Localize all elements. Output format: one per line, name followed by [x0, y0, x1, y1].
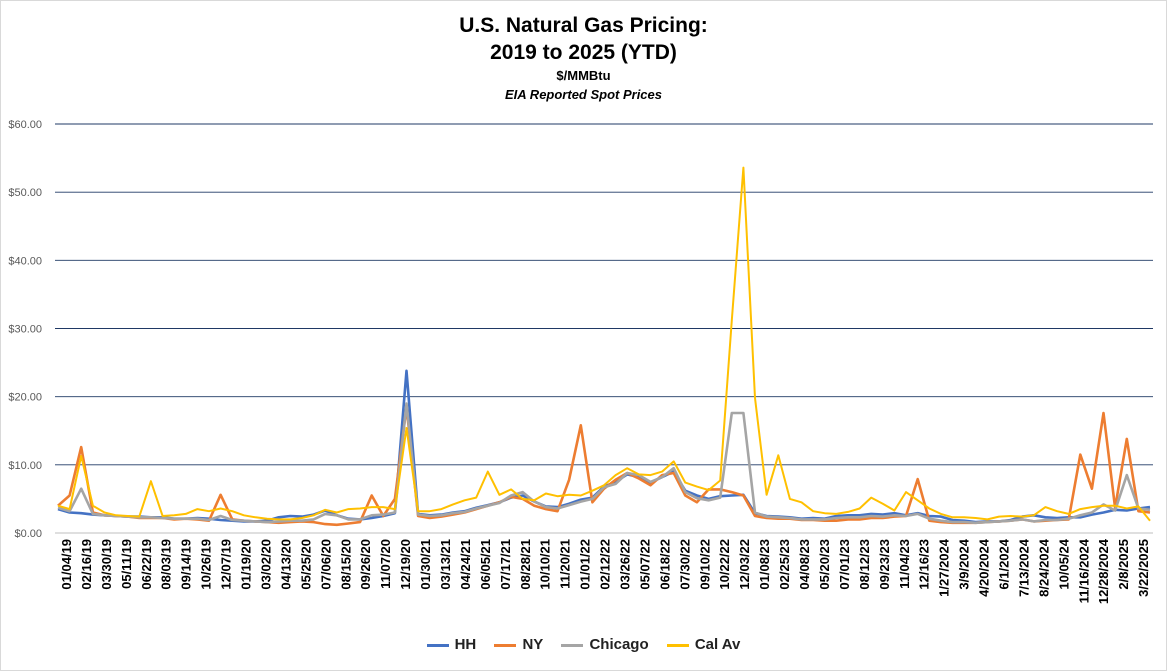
x-tick-label: 03/13/21	[438, 539, 453, 590]
y-tick-label: $30.00	[8, 324, 42, 336]
x-tick-label: 02/25/23	[777, 539, 792, 590]
legend-label-cal-av: Cal Av	[694, 636, 741, 653]
legend-item-cal-av: Cal Av	[666, 636, 741, 653]
x-tick-label: 08/03/19	[159, 539, 174, 590]
x-tick-label: 09/26/20	[358, 539, 373, 590]
x-tick-label: 10/26/19	[199, 539, 214, 590]
x-tick-label: 05/25/20	[298, 539, 313, 590]
x-tick-label: 04/13/20	[278, 539, 293, 590]
series-line-chicago	[57, 402, 1151, 525]
x-tick-label: 09/23/23	[877, 539, 892, 590]
legend-label-ny: NY	[522, 636, 544, 653]
x-tick-label: 07/06/20	[318, 539, 333, 590]
x-tick-label: 07/30/22	[677, 539, 692, 590]
y-tick-label: $0.00	[14, 528, 42, 540]
x-tick-label: 12/28/2024	[1096, 538, 1111, 604]
x-tick-label: 07/01/23	[837, 539, 852, 590]
legend-swatch-chicago	[561, 643, 584, 647]
chart-legend: HH NY Chicago Cal Av	[0, 636, 1167, 653]
x-tick-label: 01/19/20	[239, 539, 254, 590]
legend-item-chicago: Chicago	[561, 636, 649, 653]
x-tick-label: 03/02/20	[258, 539, 273, 590]
x-tick-label: 8/24/2024	[1036, 538, 1051, 597]
x-tick-label: 06/22/19	[139, 539, 154, 590]
x-tick-label: 10/05/24	[1056, 538, 1071, 589]
x-tick-label: 3/22/2025	[1136, 539, 1151, 597]
legend-swatch-hh	[426, 643, 449, 647]
x-tick-label: 01/01/22	[578, 539, 593, 590]
legend-swatch-cal-av	[666, 643, 689, 647]
x-tick-label: 06/18/22	[657, 539, 672, 590]
x-tick-label: 09/14/19	[179, 539, 194, 590]
legend-item-hh: HH	[426, 636, 477, 653]
x-tick-label: 01/30/21	[418, 539, 433, 590]
x-tick-label: 04/24/21	[458, 539, 473, 590]
legend-label-chicago: Chicago	[589, 636, 649, 653]
legend-label-hh: HH	[454, 636, 477, 653]
legend-swatch-ny	[494, 643, 517, 647]
x-tick-label: 03/26/22	[618, 539, 633, 590]
y-tick-label: $60.00	[8, 119, 42, 131]
x-tick-label: 05/07/22	[637, 539, 652, 590]
x-tick-label: 2/8/2025	[1116, 539, 1131, 590]
y-tick-label: $10.00	[8, 460, 42, 472]
series-line-ny	[57, 405, 1151, 527]
series-line-cal-av	[57, 166, 1151, 522]
x-tick-label: 3/9/2024	[957, 538, 972, 589]
x-tick-label: 08/15/20	[338, 539, 353, 590]
x-tick-label: 7/13/2024	[1016, 538, 1031, 597]
x-tick-label: 4/20/2024	[977, 538, 992, 597]
chart-units: $/MMBtu	[556, 68, 611, 83]
x-tick-label: 01/08/23	[757, 539, 772, 590]
x-tick-label: 12/16/23	[917, 539, 932, 590]
x-tick-label: 07/17/21	[498, 539, 513, 590]
legend-item-ny: NY	[494, 636, 543, 653]
chart-title: U.S. Natural Gas Pricing:	[459, 14, 708, 37]
y-tick-label: $40.00	[8, 255, 42, 267]
x-tick-label: 03/30/19	[99, 539, 114, 590]
x-tick-label: 08/28/21	[518, 539, 533, 590]
x-tick-label: 12/03/22	[737, 539, 752, 590]
x-tick-label: 10/22/22	[717, 539, 732, 590]
x-tick-label: 11/04/23	[897, 539, 912, 589]
y-tick-label: $20.00	[8, 392, 42, 404]
x-tick-label: 08/12/23	[857, 539, 872, 590]
x-tick-label: 02/12/22	[598, 539, 613, 590]
chart-titles: U.S. Natural Gas Pricing: 2019 to 2025 (…	[0, 12, 1167, 104]
x-tick-label: 10/10/21	[538, 539, 553, 590]
x-tick-label: 05/20/23	[817, 539, 832, 590]
chart-title-line2: 2019 to 2025 (YTD)	[490, 41, 677, 64]
x-tick-label: 04/08/23	[797, 539, 812, 590]
x-tick-label: 12/07/19	[219, 539, 234, 590]
x-tick-label: 12/19/20	[398, 539, 413, 590]
x-tick-label: 1/27/2024	[937, 538, 952, 597]
x-tick-label: 11/20/21	[558, 539, 573, 589]
x-tick-label: 11/07/20	[378, 539, 393, 589]
x-tick-label: 6/1/2024	[996, 538, 1011, 589]
x-tick-label: 09/10/22	[697, 539, 712, 590]
x-tick-label: 11/16/2024	[1076, 538, 1091, 603]
x-tick-label: 05/11/19	[119, 539, 134, 589]
x-tick-label: 02/16/19	[79, 539, 94, 590]
chart-source: EIA Reported Spot Prices	[505, 87, 662, 102]
y-tick-label: $50.00	[8, 187, 42, 199]
x-tick-label: 01/04/19	[59, 539, 74, 590]
x-tick-label: 06/05/21	[478, 539, 493, 590]
